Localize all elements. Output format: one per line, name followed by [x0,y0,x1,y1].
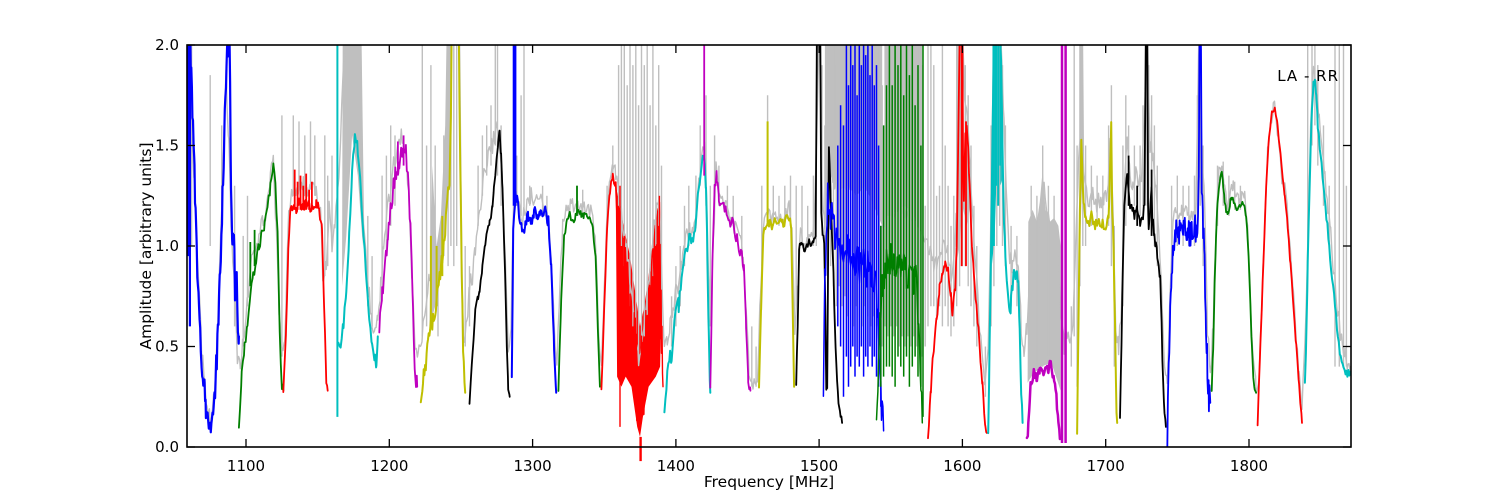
spw-red-1355-bump-trace [600,172,618,391]
spw-blue-1757 [1166,45,1212,447]
spw-blue-1757-trace [1166,45,1212,447]
spw-black-1726 [1119,45,1167,428]
spw-black-1498 [795,45,843,424]
spw-magenta-1437-trace [709,170,752,392]
spw-red-1355-bump [600,172,618,391]
spw-black-1270 [468,129,511,405]
spw-red-1596-trace [927,45,988,440]
spw-green-1110-trace [237,162,285,429]
x-tick-label: 1700 [1087,457,1125,475]
spw-red-1596 [927,45,988,440]
spw-cyan-1630 [987,45,1024,435]
spw-black-1270-trace [468,129,511,405]
spw-magenta-1437 [703,45,752,392]
spw-blue-1075-trace [189,45,240,434]
spw-cyan-1850 [1303,78,1351,384]
spw-cyan-1176 [336,45,379,417]
y-tick-label: 0.5 [155,338,179,356]
y-tick-label: 0.0 [155,438,179,456]
spw-yellow-1694 [1076,121,1119,435]
x-tick-label: 1600 [943,457,981,475]
spw-black-1498-trace [795,45,843,424]
axes-layer: 1100 1200 1300 1400 1500 1600 1700 1800 0.0 0.5 1.… [155,36,1352,475]
x-tick-label: 1400 [657,457,695,475]
spw-magenta-1656-low [1025,45,1067,443]
spw-red-1820-trace [1256,106,1303,427]
spw-magenta-1207 [378,135,419,389]
spw-blue-1300-trace [510,190,558,394]
spw-yellow-1470 [758,121,796,389]
spw-green-1332 [557,185,601,392]
spw-green-1110 [237,162,285,429]
spw-yellow-1240 [419,45,467,404]
spw-cyan-1850-trace [1303,78,1351,384]
spw-red-1140 [282,169,329,394]
spw-cyan-1176-trace [337,133,379,369]
axes-frame [186,44,1352,448]
x-tick-label: 1300 [514,457,552,475]
x-tick-label: 1100 [227,457,265,475]
y-tick-label: 2.0 [155,36,179,54]
spw-green-1332-trace [557,208,601,392]
spw-yellow-1470-trace [758,214,796,389]
spw-yellow-1694-trace [1076,121,1119,435]
spw-green-1789-trace [1210,170,1257,394]
spw-green-1556-rfi [875,45,924,424]
spw-cyan-1630-trace [987,45,1024,435]
x-tick-label: 1500 [800,457,838,475]
spw-green-1789 [1210,170,1257,394]
gray-mass-1174 [342,45,363,287]
y-tick-label: 1.0 [155,237,179,255]
spw-blue-1300 [510,45,558,394]
x-tick-label: 1800 [1230,457,1268,475]
x-axis-label: Frequency [MHz] [704,473,834,491]
x-tick-label: 1200 [370,457,408,475]
antenna-polarization-annotation: LA - RR [1277,67,1339,85]
y-tick-label: 1.5 [155,137,179,155]
spw-red-1820 [1256,106,1303,427]
spw-red-1375-noisy [616,185,664,427]
y-axis-label: Amplitude [arbitrary units] [137,143,155,350]
gray-background-trace [187,45,1351,428]
data-layer [187,45,1351,447]
spw-magenta-1656-low-trace [1025,359,1062,441]
